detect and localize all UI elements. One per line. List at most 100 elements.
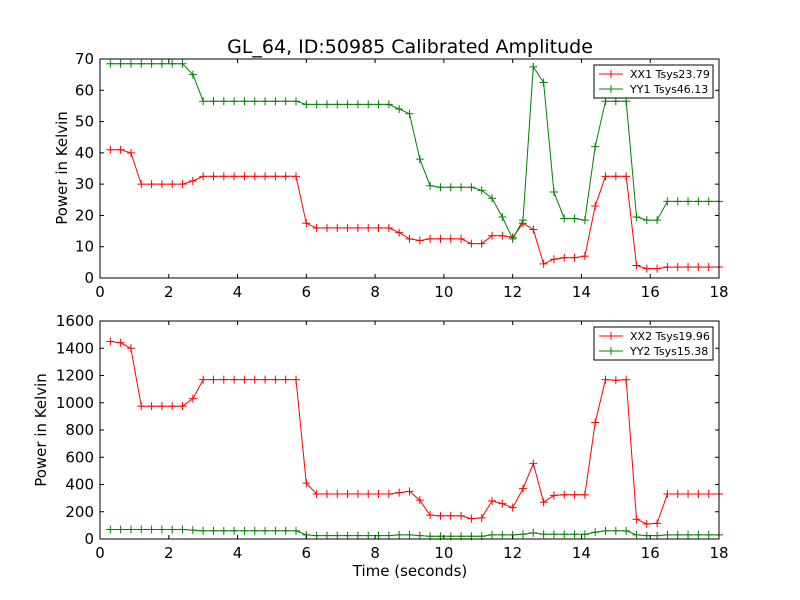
data-point bbox=[622, 375, 631, 384]
data-point bbox=[353, 531, 362, 540]
data-point bbox=[333, 490, 342, 499]
data-point bbox=[467, 514, 476, 523]
y-tick-label: 800 bbox=[65, 421, 94, 439]
data-point bbox=[580, 252, 589, 261]
data-point bbox=[292, 97, 301, 106]
data-point bbox=[529, 225, 538, 234]
data-point bbox=[539, 78, 548, 87]
data-point bbox=[209, 526, 218, 535]
data-point bbox=[529, 459, 538, 468]
data-point bbox=[488, 231, 497, 240]
data-point bbox=[168, 402, 177, 411]
data-point bbox=[457, 511, 466, 520]
data-point bbox=[642, 216, 651, 225]
data-point bbox=[353, 490, 362, 499]
data-point bbox=[518, 530, 527, 539]
x-tick-label: 6 bbox=[302, 544, 312, 562]
y-tick-label: 40 bbox=[75, 144, 94, 162]
bottom-xlabel: Time (seconds) bbox=[352, 562, 468, 580]
data-point bbox=[333, 100, 342, 109]
data-point bbox=[322, 100, 331, 109]
plot-frame bbox=[99, 58, 720, 279]
legend-marker bbox=[607, 70, 615, 78]
data-point bbox=[415, 155, 424, 164]
data-point bbox=[147, 59, 156, 68]
data-point bbox=[395, 228, 404, 237]
data-point bbox=[157, 525, 166, 534]
data-point bbox=[271, 375, 280, 384]
data-point bbox=[240, 97, 249, 106]
series-line bbox=[110, 149, 719, 270]
data-point bbox=[591, 528, 600, 537]
data-point bbox=[292, 172, 301, 181]
data-point bbox=[157, 180, 166, 189]
data-point bbox=[622, 526, 631, 535]
data-point bbox=[230, 172, 239, 181]
data-point bbox=[343, 531, 352, 540]
data-point bbox=[302, 219, 311, 228]
data-point bbox=[477, 239, 486, 248]
data-point bbox=[518, 484, 527, 493]
data-point bbox=[632, 515, 641, 524]
data-point bbox=[178, 402, 187, 411]
data-point bbox=[498, 499, 507, 508]
data-point bbox=[611, 172, 620, 181]
data-point bbox=[663, 530, 672, 539]
data-point bbox=[302, 100, 311, 109]
data-point bbox=[426, 511, 435, 520]
data-point bbox=[395, 105, 404, 114]
x-tick-label: 0 bbox=[95, 544, 105, 562]
data-point bbox=[415, 531, 424, 540]
data-point bbox=[281, 375, 290, 384]
data-point bbox=[106, 145, 115, 154]
x-tick-label: 16 bbox=[641, 544, 660, 562]
data-point bbox=[126, 59, 135, 68]
data-point bbox=[539, 498, 548, 507]
data-point bbox=[653, 531, 662, 540]
data-point bbox=[642, 520, 651, 529]
data-point bbox=[611, 97, 620, 106]
data-point bbox=[591, 202, 600, 211]
data-point bbox=[374, 100, 383, 109]
y-tick-label: 400 bbox=[65, 476, 94, 494]
data-point bbox=[188, 70, 197, 79]
data-point bbox=[384, 490, 393, 499]
data-point bbox=[322, 223, 331, 232]
data-point bbox=[673, 490, 682, 499]
y-tick-label: 200 bbox=[65, 503, 94, 521]
legend-label: YY2 Tsys15.38 bbox=[629, 345, 708, 358]
data-point bbox=[147, 180, 156, 189]
data-point bbox=[622, 172, 631, 181]
data-point bbox=[498, 212, 507, 221]
data-point bbox=[477, 513, 486, 522]
y-tick-label: 60 bbox=[75, 81, 94, 99]
data-point bbox=[653, 216, 662, 225]
data-point bbox=[364, 531, 373, 540]
top-ylabel: Power in Kelvin bbox=[53, 111, 71, 225]
data-point bbox=[704, 263, 713, 272]
data-point bbox=[188, 177, 197, 186]
data-point bbox=[622, 97, 631, 106]
data-point bbox=[312, 223, 321, 232]
x-tick-label: 12 bbox=[503, 544, 522, 562]
data-point bbox=[694, 490, 703, 499]
data-point bbox=[157, 402, 166, 411]
data-point bbox=[684, 530, 693, 539]
data-point bbox=[199, 526, 208, 535]
data-point bbox=[312, 100, 321, 109]
data-point bbox=[415, 496, 424, 505]
data-point bbox=[168, 180, 177, 189]
data-point bbox=[405, 487, 414, 496]
data-point bbox=[188, 394, 197, 403]
bottom-ylabel: Power in Kelvin bbox=[32, 373, 50, 487]
data-point bbox=[539, 530, 548, 539]
data-point bbox=[281, 172, 290, 181]
data-point bbox=[653, 264, 662, 273]
data-point bbox=[240, 172, 249, 181]
x-tick-label: 6 bbox=[302, 283, 312, 301]
data-point bbox=[395, 530, 404, 539]
legend-box bbox=[593, 326, 714, 361]
data-point bbox=[673, 263, 682, 272]
data-point bbox=[261, 375, 270, 384]
x-tick-label: 0 bbox=[95, 283, 105, 301]
